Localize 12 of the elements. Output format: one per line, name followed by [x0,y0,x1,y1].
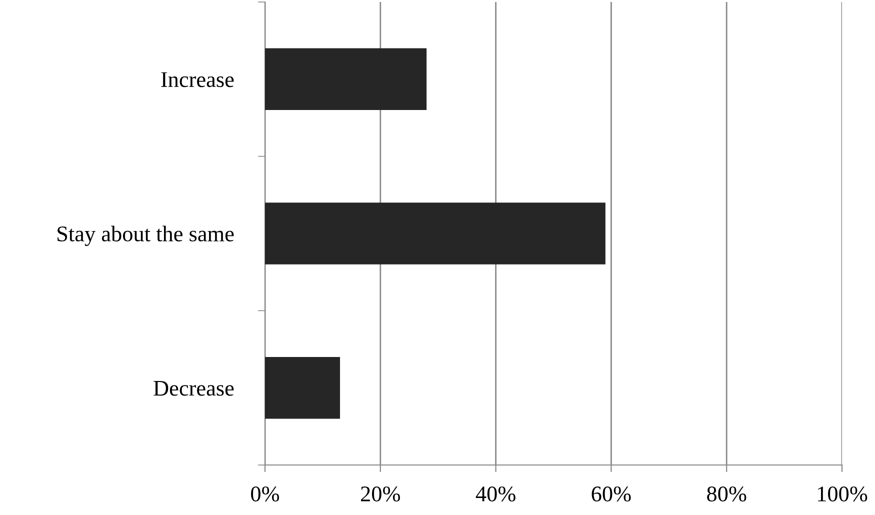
y-tick-label: Decrease [154,380,234,396]
x-tick-label: 60% [592,486,631,502]
y-tick-label: Stay about the same [58,226,234,246]
x-tick-label: 0% [251,486,280,502]
x-tick-label: 100% [818,486,868,502]
x-tick-label: 80% [707,486,746,502]
bar [265,48,427,110]
bar [265,202,606,264]
x-tick-label: 20% [361,486,400,502]
y-tick-label: Increase [161,72,234,88]
bar [265,356,340,419]
x-tick-label: 40% [476,486,516,502]
